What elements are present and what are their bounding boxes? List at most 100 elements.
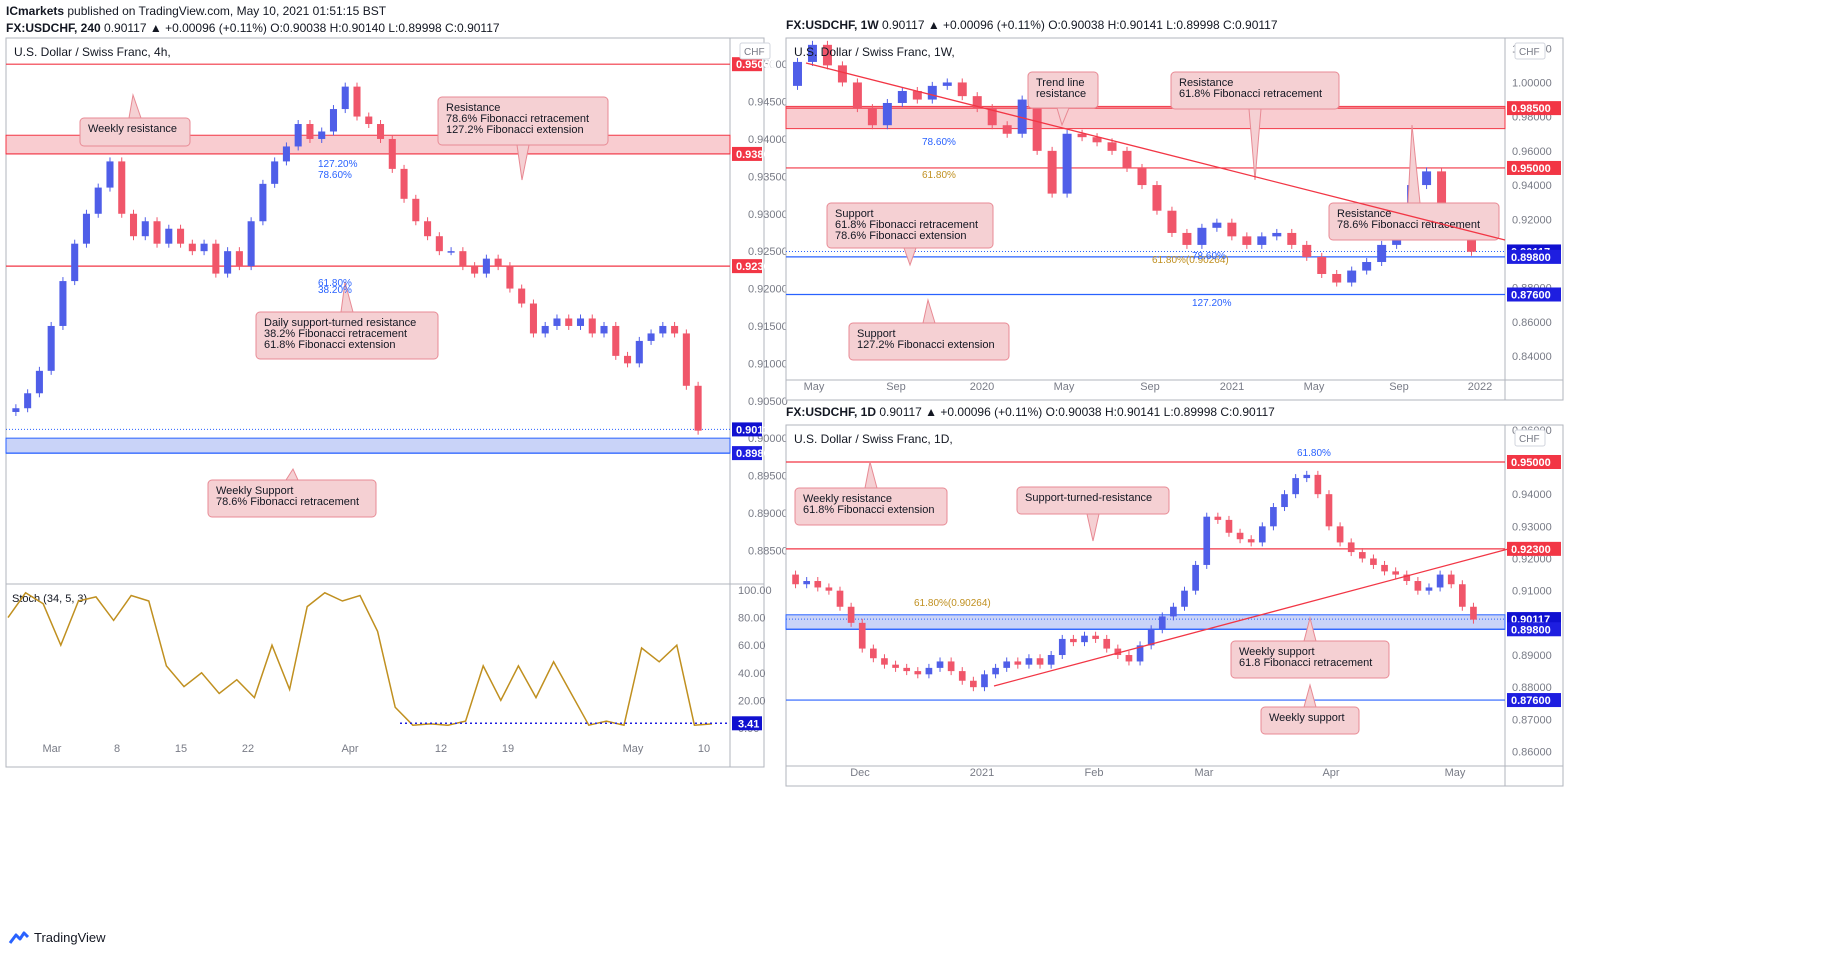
- candle-body: [553, 318, 561, 326]
- candle-body: [981, 674, 988, 688]
- annotation-box: [207, 479, 377, 518]
- y-tick-label: 0.94000: [1512, 180, 1552, 192]
- fib-label: 61.80%(0.90264): [914, 598, 991, 609]
- candle-body: [1025, 658, 1033, 665]
- header-d1-ohlc: 0.90117 ▲ +0.00096 (+0.11%) O:0.90038 H:…: [879, 405, 1275, 419]
- candle-body: [881, 658, 888, 665]
- price-label: 0.90117: [736, 424, 775, 436]
- candle-body: [341, 86, 349, 110]
- candle-body: [306, 124, 314, 139]
- candle-body: [400, 168, 408, 199]
- x-tick-label: 22: [242, 743, 254, 755]
- candle-body: [1467, 236, 1477, 252]
- x-tick-label: Sep: [1140, 381, 1160, 393]
- price-label: 0.95000: [736, 59, 776, 71]
- candle-body: [94, 187, 102, 214]
- candle-body: [424, 221, 432, 237]
- currency-badge: [739, 42, 771, 60]
- price-zone-red: [785, 105, 1506, 130]
- header-d1: FX:USDCHF, 1D 0.90117 ▲ +0.00096 (+0.11%…: [786, 405, 1275, 419]
- annotation-text: Resistance: [1337, 208, 1391, 220]
- annotation-text: Weekly resistance: [803, 493, 892, 505]
- y-tick-label: 1.00000: [1512, 77, 1552, 89]
- candle-body: [624, 355, 632, 364]
- candle-body: [200, 243, 208, 252]
- candle-body: [518, 288, 526, 304]
- chart-title: U.S. Dollar / Swiss Franc, 4h,: [14, 45, 171, 59]
- annotation-text: Support: [857, 328, 896, 340]
- annotation-text: Support: [835, 208, 874, 220]
- candle-body: [1197, 227, 1207, 245]
- annotation-text: 78.6% Fibonacci extension: [835, 230, 966, 242]
- candle-body: [1287, 232, 1297, 245]
- candle-body: [576, 318, 585, 326]
- candle-body: [635, 340, 643, 364]
- price-label: 0.89800: [1511, 624, 1551, 636]
- candle-body: [47, 325, 55, 371]
- y-tick-label: 0.94500: [748, 97, 788, 109]
- candle-body: [694, 385, 702, 431]
- panel-w1: 1.020001.000000.980000.960000.940000.920…: [785, 37, 1564, 401]
- x-tick-label: 12: [435, 743, 447, 755]
- annotation-text: Weekly Support: [216, 485, 293, 497]
- annotation-text: 127.2% Fibonacci extension: [857, 339, 995, 351]
- tradingview-logo[interactable]: TradingView: [8, 930, 106, 945]
- candle-body: [822, 44, 832, 66]
- candle-body: [903, 667, 911, 672]
- candle-body: [867, 108, 877, 126]
- price-label: 0.93800: [736, 149, 776, 161]
- price-label: 0.95000: [1511, 163, 1551, 175]
- y-tick-label: 0.91000: [748, 358, 788, 370]
- price-label: 0.92300: [736, 261, 776, 273]
- candle-body: [1047, 150, 1057, 194]
- x-tick-label: Sep: [1389, 381, 1409, 393]
- candle-body: [541, 325, 549, 334]
- candle-body: [1242, 236, 1252, 245]
- header-w1-symbol: FX:USDCHF, 1W: [786, 18, 882, 32]
- candle-body: [1017, 99, 1027, 134]
- candle-body: [1225, 519, 1233, 533]
- candle-body: [958, 671, 966, 681]
- candle-body: [1214, 516, 1222, 520]
- fib-label: 78.60%: [1192, 251, 1226, 262]
- candle-body: [71, 243, 79, 282]
- x-tick-label: May: [1304, 381, 1325, 393]
- y-tick-label: 0.94000: [748, 134, 788, 146]
- candle-body: [1347, 542, 1355, 553]
- candle-body: [1192, 564, 1199, 591]
- annotation-box: [794, 487, 948, 526]
- x-tick-label: Apr: [1322, 767, 1339, 779]
- candle-body: [1358, 552, 1366, 559]
- price-label-box: [732, 146, 762, 161]
- fib-label: 127.20%: [318, 159, 358, 170]
- candle-body: [1182, 232, 1192, 245]
- candle-body: [1447, 574, 1455, 585]
- candle-body: [892, 664, 899, 668]
- annotation-text: Weekly support: [1269, 712, 1345, 724]
- currency-badge: [1514, 42, 1546, 60]
- candle-body: [1003, 661, 1011, 668]
- candle-body: [1092, 635, 1099, 639]
- candle-body: [897, 91, 907, 103]
- candle-body: [1103, 638, 1111, 649]
- annotation-text: Support-turned-resistance: [1025, 492, 1152, 504]
- price-zone-blue: [5, 437, 731, 454]
- candle-body: [912, 91, 922, 100]
- candle-body: [803, 581, 811, 585]
- y-tick-label: 0.92000: [1512, 554, 1552, 566]
- candle-body: [942, 82, 952, 86]
- candle-body: [565, 318, 573, 326]
- price-label: 0.92300: [1511, 544, 1551, 556]
- candle-body: [1258, 526, 1266, 543]
- price-label-box: [732, 57, 762, 72]
- candle-body: [212, 243, 220, 274]
- candle-body: [957, 82, 967, 97]
- publisher-name[interactable]: ICmarkets: [6, 4, 65, 18]
- candle-body: [1107, 142, 1117, 151]
- candle-body: [1081, 635, 1088, 643]
- candle-body: [1236, 532, 1244, 540]
- candle-body: [600, 325, 608, 334]
- candle-body: [1181, 590, 1188, 607]
- annotation-text: 61.8% Fibonacci retracement: [1179, 88, 1322, 100]
- x-tick-label: 10: [698, 743, 710, 755]
